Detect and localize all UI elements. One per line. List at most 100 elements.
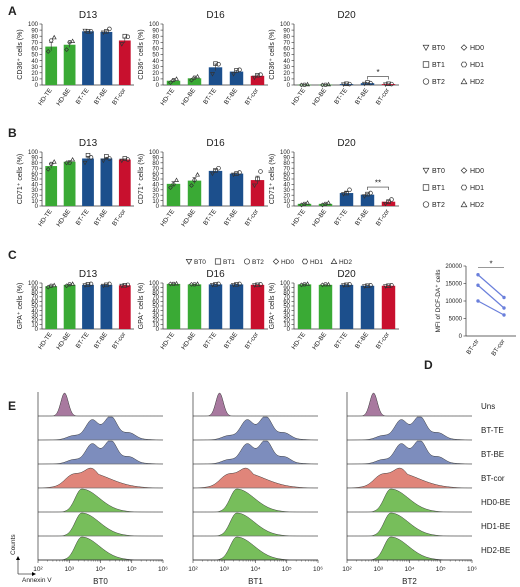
y-tick-label: 10 [283, 323, 290, 329]
series-point [502, 306, 506, 310]
marker-triangle-up [174, 177, 179, 182]
histogram [193, 392, 318, 417]
marker-square [234, 68, 239, 73]
x-tick-label: BT-cor [244, 208, 260, 227]
bar [45, 286, 58, 329]
bar [229, 284, 244, 329]
legend-label: BT2 [252, 259, 264, 266]
marker-circle [107, 281, 112, 287]
marker-square [386, 81, 391, 87]
marker-hexagon [67, 282, 72, 287]
x-tick-label: BT-cor [244, 87, 260, 106]
marker-triangle-down [210, 171, 215, 177]
x-tick-label: BT-BE [223, 331, 239, 350]
x-tick-label: HD-TE [159, 331, 176, 351]
bar [82, 284, 94, 329]
marker-square [85, 152, 91, 158]
y-tick-label: 70 [31, 166, 38, 172]
y-tick-label: 90 [31, 28, 38, 34]
marker-triangle-up [330, 258, 338, 265]
histogram [37, 416, 164, 441]
chart-title: D16 [206, 138, 225, 149]
chart-title: D20 [337, 138, 356, 149]
marker-square [255, 282, 260, 288]
marker-diamond [460, 167, 468, 174]
x-tick-label: BT-TE [75, 208, 91, 227]
series-line [477, 274, 505, 298]
panel-letter-c: C [8, 248, 17, 262]
y-tick-label: 40 [152, 309, 159, 315]
bar [229, 71, 244, 85]
y-tick-label: 50 [152, 304, 159, 310]
marker-triangle-up [70, 156, 76, 162]
bar [250, 284, 265, 329]
y-tick-label: 70 [31, 295, 38, 301]
significance-bracket [367, 186, 389, 191]
y-tick-label: 10000 [445, 299, 462, 305]
marker-hexagon [192, 75, 197, 80]
y-tick-label: 50 [283, 304, 290, 310]
marker-triangle-up [326, 81, 331, 87]
x-tick-label: 10³ [374, 566, 384, 573]
x-tick-label: 10² [188, 566, 198, 573]
legend-label: HD2 [470, 79, 484, 86]
marker-hexagon [460, 184, 468, 191]
y-tick-label: 50 [152, 53, 159, 59]
y-tick-label: 20 [283, 193, 290, 199]
bar [82, 31, 94, 85]
y-tick-label: 0 [287, 204, 291, 210]
marker-circle [88, 281, 94, 287]
legend-label: HD2 [470, 202, 484, 209]
marker-circle [258, 169, 263, 174]
bar [229, 173, 244, 206]
bar [339, 284, 354, 329]
y-tick-label: 100 [28, 150, 39, 156]
histogram [38, 488, 163, 513]
marker-triangle-down [383, 201, 388, 207]
histogram [192, 440, 319, 465]
y-tick-label: 0 [35, 83, 39, 89]
bar [118, 40, 131, 85]
series-line [477, 284, 505, 309]
legend-label: HD0 [470, 168, 484, 175]
legend-label: BT0 [432, 168, 445, 175]
x-tick-label: BT-cor [244, 331, 260, 350]
significance-bracket [367, 76, 389, 80]
y-tick-label: 30 [283, 65, 290, 71]
bar [360, 194, 375, 206]
x-tick-label: 10³ [220, 566, 230, 573]
y-tick-label: 100 [28, 22, 39, 28]
marker-square [214, 258, 222, 265]
marker-triangle-down [119, 42, 125, 47]
marker-circle [347, 81, 352, 87]
bar [100, 284, 113, 329]
marker-circle [237, 170, 242, 175]
y-tick-label: 50 [283, 53, 290, 59]
bar [208, 284, 223, 329]
bar [250, 75, 265, 85]
y-tick-label: 60 [31, 47, 38, 53]
y-tick-label: 70 [283, 41, 290, 47]
chart-title: D13 [79, 269, 98, 280]
x-tick-label: BT-cor [375, 331, 391, 350]
legend-label: BT2 [432, 79, 445, 86]
marker-hexagon [48, 38, 54, 43]
y-tick-label: 80 [31, 161, 38, 167]
row-label: Uns [481, 402, 495, 411]
y-tick-label: 80 [283, 161, 290, 167]
bar [208, 67, 223, 85]
y-tick-label: 10 [283, 199, 290, 205]
legend-label: HD2 [339, 259, 352, 266]
histogram [346, 467, 473, 489]
bar [187, 78, 202, 85]
y-tick-label: 40 [152, 183, 159, 189]
x-tick-label: BT-cor [111, 331, 127, 350]
x-tick-label: HD-BE [180, 87, 197, 107]
histogram-column: 10² 10³ 10⁴ 10⁵ 10⁶ BT0 [33, 392, 168, 586]
y-axis-label: GPA⁺ cells (%) [17, 283, 24, 330]
chart-title: D20 [337, 269, 356, 280]
marker-triangle-down [231, 72, 236, 77]
